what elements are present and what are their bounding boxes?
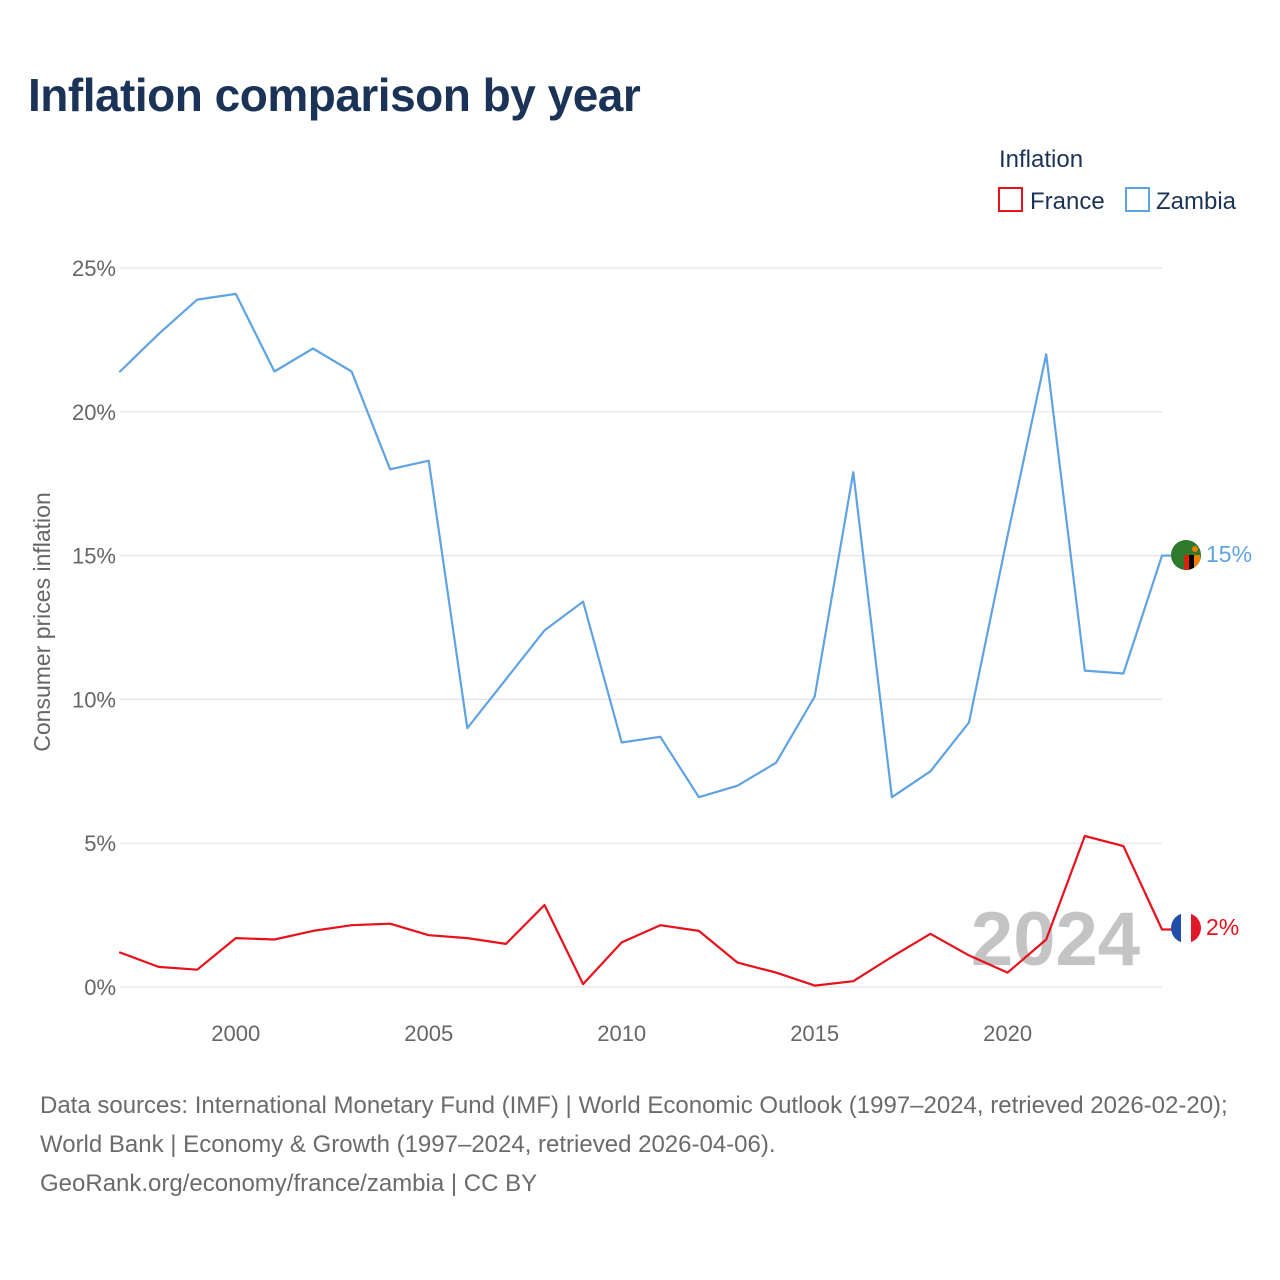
y-tick-label: 25% <box>72 256 116 281</box>
legend-item-zambia[interactable]: Zambia <box>1125 187 1237 215</box>
y-tick-label: 10% <box>72 687 116 712</box>
legend-title: Inflation <box>999 146 1083 173</box>
legend-swatch-zambia <box>1125 187 1150 212</box>
series-line-zambia[interactable] <box>118 292 1164 799</box>
y-tick-label: 5% <box>84 831 116 856</box>
x-tick-label: 2020 <box>983 1021 1032 1046</box>
zambia-flag-icon <box>1171 540 1201 570</box>
y-axis-label: Consumer prices inflation <box>29 492 55 752</box>
legend-label-france: France <box>1030 188 1105 215</box>
series-line-france[interactable] <box>118 834 1164 987</box>
france-flag-icon <box>1171 913 1201 943</box>
france-end-label: 2% <box>1206 914 1239 940</box>
footer: Data sources: International Monetary Fun… <box>40 1086 1245 1203</box>
y-tick-label: 15% <box>72 544 116 569</box>
x-tick-label: 2010 <box>597 1021 646 1046</box>
x-tick-label: 2005 <box>404 1021 453 1046</box>
chart-title: Inflation comparison by year <box>28 69 641 121</box>
year-watermark: 2024 <box>971 897 1140 982</box>
source-link[interactable]: GeoRank.org/economy/france/zambia | CC B… <box>40 1170 538 1197</box>
legend-swatch-france <box>998 187 1023 212</box>
y-tick-label: 20% <box>72 400 116 425</box>
data-sources: Data sources: International Monetary Fun… <box>40 1092 1228 1158</box>
series-layer <box>118 292 1172 987</box>
y-tick-label: 0% <box>84 975 116 1000</box>
legend-label-zambia: Zambia <box>1156 188 1237 215</box>
gridlines <box>120 267 1162 988</box>
legend-item-france[interactable]: France <box>998 187 1105 215</box>
chart: 0% 5% 10% 15% 20% 25% 2000 2005 2010 2015 2020 Co… <box>29 146 1252 1046</box>
zambia-end-label: 15% <box>1206 541 1252 567</box>
y-axis-ticks: 0% 5% 10% 15% 20% 25% <box>72 256 116 1000</box>
legend: Inflation France Zambia <box>998 146 1237 215</box>
x-axis-ticks: 2000 2005 2010 2015 2020 <box>211 1021 1032 1046</box>
x-tick-label: 2000 <box>211 1021 260 1046</box>
x-tick-label: 2015 <box>790 1021 839 1046</box>
